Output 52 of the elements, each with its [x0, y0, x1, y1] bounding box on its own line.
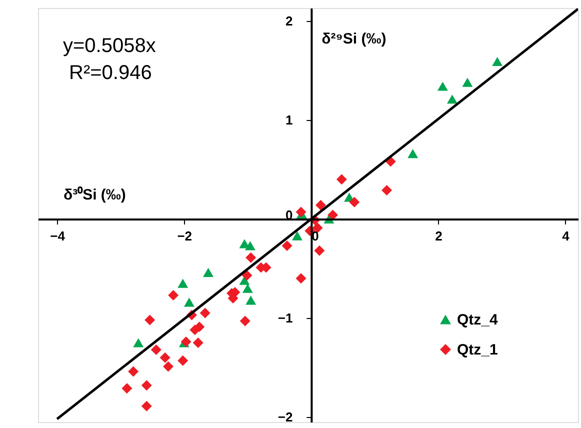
point [141, 380, 152, 391]
point [162, 361, 174, 372]
point [192, 338, 204, 348]
point [128, 366, 139, 377]
point [178, 278, 188, 288]
point [150, 344, 162, 355]
y-tick-label: 1 [285, 112, 293, 128]
y-tick-label: −1 [278, 310, 293, 326]
point [292, 231, 302, 240]
point [184, 298, 194, 307]
point [244, 241, 256, 250]
point [336, 174, 347, 185]
point [178, 355, 188, 366]
y-tick-label: −2 [278, 410, 293, 425]
point [315, 200, 326, 210]
point [314, 245, 325, 256]
point [462, 78, 473, 87]
x-axis-title: δ³⁰Si (‰) [64, 185, 126, 204]
point [242, 284, 253, 293]
point [437, 82, 448, 91]
legend-label: Qtz_1 [457, 342, 498, 358]
x-tick-label: 2 [435, 228, 442, 244]
point [492, 56, 503, 66]
y-axis-title: δ²⁹Si (‰) [322, 30, 386, 48]
annotation: R²=0.946 [69, 62, 152, 84]
point [242, 270, 252, 281]
x-tick-label: 0 [312, 228, 319, 244]
x-tick-label: −2 [177, 228, 192, 244]
point [246, 252, 256, 263]
point [144, 314, 156, 326]
point [200, 308, 210, 318]
point [240, 316, 250, 326]
point [408, 149, 418, 158]
annotation: y=0.5058x [63, 35, 156, 57]
point [296, 206, 306, 218]
point [246, 296, 256, 305]
point [133, 338, 144, 348]
point [141, 400, 152, 412]
point [282, 240, 292, 251]
x-tick-label: 4 [562, 228, 570, 244]
point [168, 290, 179, 300]
y-tick-label: 2 [285, 13, 293, 28]
x-tick-label: −4 [50, 228, 66, 244]
point [122, 383, 132, 394]
point [296, 273, 306, 284]
point [349, 196, 360, 208]
point [190, 324, 200, 336]
point [203, 268, 214, 277]
legend-label: Qtz_4 [457, 312, 499, 328]
point [160, 352, 170, 363]
point [446, 94, 458, 104]
point [382, 184, 392, 196]
